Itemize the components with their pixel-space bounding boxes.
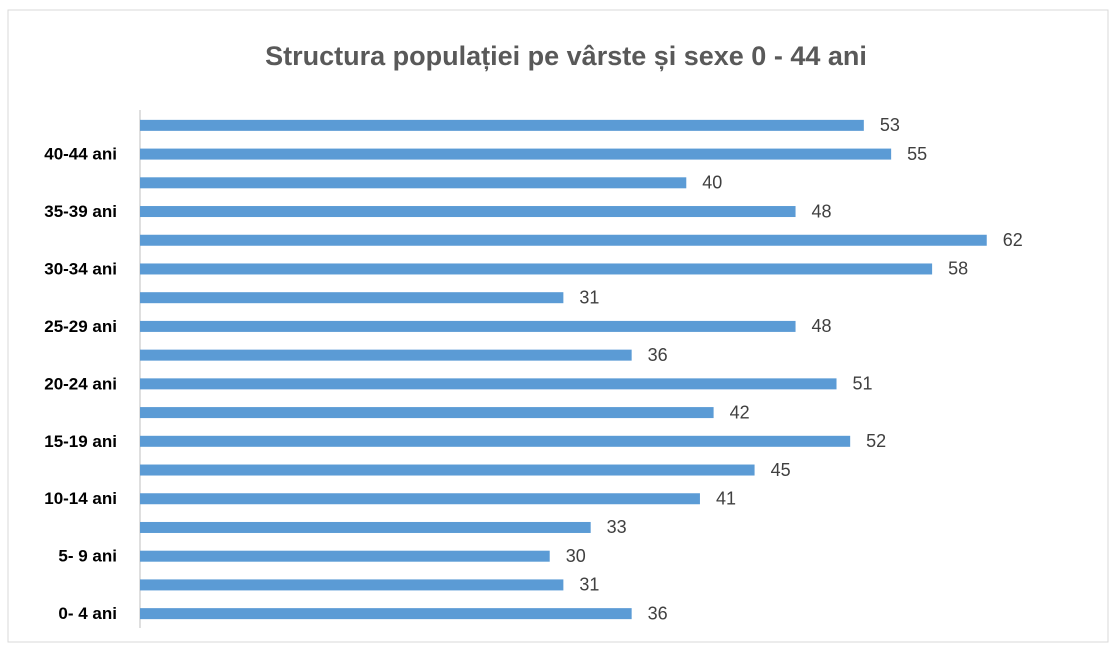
- data-label: 42: [730, 402, 750, 422]
- bar: [140, 378, 837, 390]
- y-tick-label: 35-39 ani: [44, 202, 117, 221]
- bar: [140, 148, 892, 160]
- bar: [140, 579, 564, 591]
- bar: [140, 263, 933, 275]
- bar: [140, 234, 987, 246]
- data-label: 31: [579, 287, 599, 307]
- chart-title: Structura populației pe vârste și sexe 0…: [265, 41, 867, 71]
- bar: [140, 608, 632, 620]
- bar: [140, 550, 550, 562]
- data-label: 48: [812, 201, 832, 221]
- data-label: 30: [566, 546, 586, 566]
- data-label: 48: [812, 316, 832, 336]
- data-label: 36: [648, 603, 668, 623]
- bar: [140, 407, 714, 419]
- data-label: 31: [579, 575, 599, 595]
- data-label: 33: [607, 517, 627, 537]
- y-tick-label: 10-14 ani: [44, 489, 117, 508]
- bar: [140, 464, 755, 476]
- data-label: 55: [907, 144, 927, 164]
- bar: [140, 320, 796, 332]
- y-tick-label: 15-19 ani: [44, 432, 117, 451]
- y-tick-label: 20-24 ani: [44, 374, 117, 393]
- data-label: 41: [716, 489, 736, 509]
- y-tick-label: 25-29 ani: [44, 317, 117, 336]
- data-label: 40: [702, 173, 722, 193]
- data-label: 58: [948, 259, 968, 279]
- data-label: 53: [880, 115, 900, 135]
- bar: [140, 493, 700, 505]
- bar: [140, 177, 687, 189]
- data-label: 36: [648, 345, 668, 365]
- y-tick-label: 40-44 ani: [44, 145, 117, 164]
- y-tick-label: 30-34 ani: [44, 259, 117, 278]
- bar: [140, 292, 564, 304]
- y-tick-label: 5- 9 ani: [58, 547, 117, 566]
- bar: [140, 119, 864, 131]
- data-label: 45: [771, 460, 791, 480]
- bar: [140, 349, 632, 361]
- bar: [140, 206, 796, 218]
- bar: [140, 435, 851, 447]
- y-tick-label: 0- 4 ani: [58, 604, 117, 623]
- bar: [140, 521, 591, 533]
- data-label: 62: [1003, 230, 1023, 250]
- data-label: 52: [866, 431, 886, 451]
- data-label: 51: [853, 374, 873, 394]
